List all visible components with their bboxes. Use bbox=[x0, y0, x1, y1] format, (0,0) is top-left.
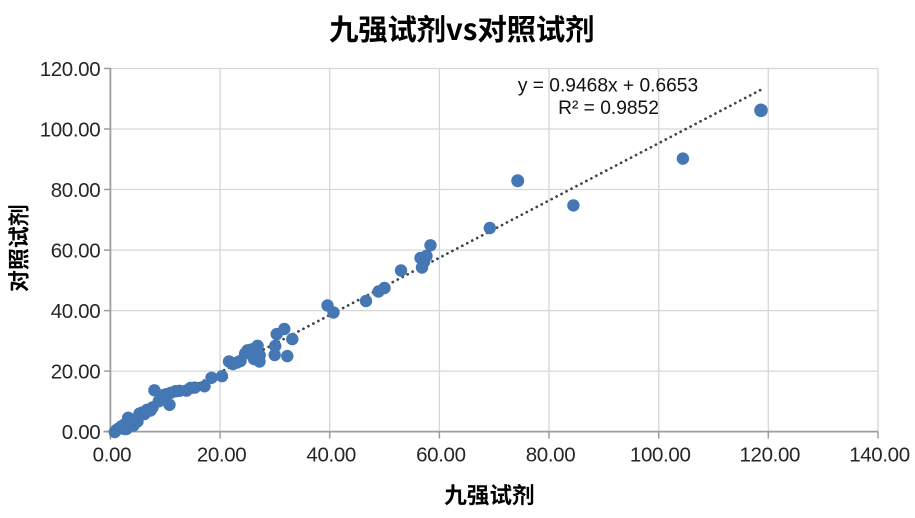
svg-text:60.00: 60.00 bbox=[51, 239, 101, 262]
svg-text:y = 0.9468x + 0.6653: y = 0.9468x + 0.6653 bbox=[518, 76, 698, 97]
svg-text:40.00: 40.00 bbox=[51, 300, 101, 323]
svg-text:40.00: 40.00 bbox=[306, 444, 356, 467]
svg-text:120.00: 120.00 bbox=[40, 58, 101, 81]
svg-text:20.00: 20.00 bbox=[197, 444, 247, 467]
svg-text:R² = 0.9852: R² = 0.9852 bbox=[558, 98, 659, 119]
svg-text:80.00: 80.00 bbox=[526, 444, 576, 467]
svg-text:0.00: 0.00 bbox=[62, 421, 101, 444]
svg-text:140.00: 140.00 bbox=[849, 444, 910, 467]
svg-text:100.00: 100.00 bbox=[630, 444, 691, 467]
svg-text:100.00: 100.00 bbox=[40, 118, 101, 141]
svg-text:120.00: 120.00 bbox=[739, 444, 800, 467]
svg-text:20.00: 20.00 bbox=[51, 360, 101, 383]
svg-text:60.00: 60.00 bbox=[416, 444, 466, 467]
svg-text:0.00: 0.00 bbox=[93, 444, 132, 467]
svg-text:80.00: 80.00 bbox=[51, 179, 101, 202]
